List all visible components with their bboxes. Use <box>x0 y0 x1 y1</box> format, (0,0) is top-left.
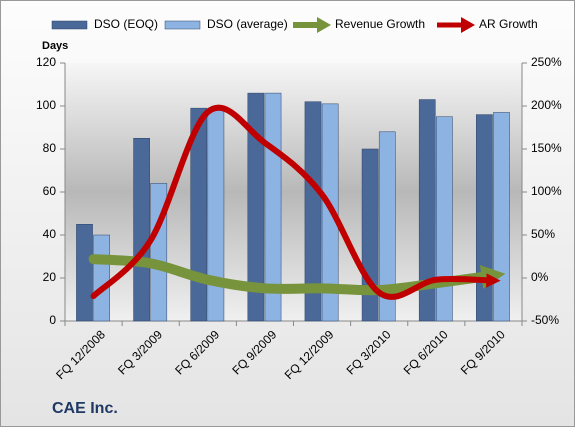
legend-label: AR Growth <box>479 17 538 31</box>
bar <box>207 107 225 322</box>
bar <box>493 112 510 322</box>
y-tick-label: 0 <box>49 313 56 327</box>
legend-swatch <box>461 17 475 33</box>
y2-tick-label: -50% <box>531 313 559 327</box>
y-tick-label: 80 <box>43 141 57 155</box>
bar <box>133 138 150 322</box>
y2-tick-label: 150% <box>531 141 562 155</box>
bar <box>418 99 436 322</box>
bar <box>476 114 493 322</box>
legend-swatch <box>51 20 88 30</box>
bar <box>190 107 208 322</box>
y-tick-label: 100 <box>36 98 56 112</box>
y2-tick-label: 50% <box>531 227 555 241</box>
y-tick-label: 40 <box>43 227 57 241</box>
footer: CAE Inc. <box>52 400 118 417</box>
bar <box>93 234 110 322</box>
y-tick-label: 60 <box>43 184 57 198</box>
y2-tick-label: 100% <box>531 184 562 198</box>
legend-swatch <box>317 17 331 33</box>
legend-swatch <box>164 20 201 30</box>
y2-tick-label: 0% <box>531 270 549 284</box>
line <box>90 104 501 300</box>
legend-label: Revenue Growth <box>335 17 425 31</box>
bar <box>76 224 93 322</box>
y-axis-label: Days <box>42 40 68 52</box>
y-tick-label: 120 <box>36 55 56 69</box>
legend-label: DSO (average) <box>207 17 288 31</box>
bar <box>247 92 265 322</box>
bar <box>361 148 379 322</box>
bar <box>304 101 322 322</box>
bar <box>436 116 453 322</box>
y2-tick-label: 250% <box>531 55 562 69</box>
y2-tick-label: 200% <box>531 98 562 112</box>
y-tick-label: 20 <box>43 270 57 284</box>
legend-label: DSO (EOQ) <box>94 17 158 31</box>
bar <box>378 131 396 322</box>
